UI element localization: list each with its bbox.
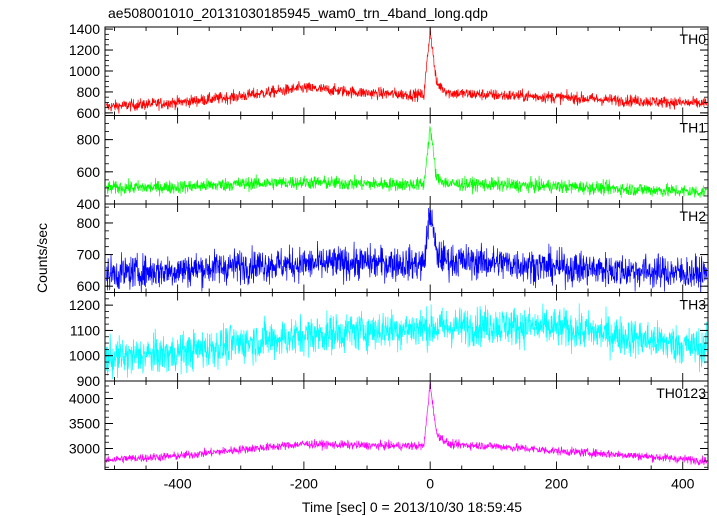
y-tick-label: 600 [77, 164, 101, 180]
x-tick-label: 400 [671, 476, 695, 492]
y-tick-label: 800 [77, 84, 101, 100]
y-tick-label: 800 [77, 132, 101, 148]
series-line-th3 [105, 303, 708, 380]
y-tick-label: 3000 [69, 441, 100, 457]
x-tick-label: 200 [545, 476, 569, 492]
y-tick-label: 600 [77, 278, 101, 294]
y-tick-label: 1200 [69, 42, 100, 58]
x-tick-label: -400 [164, 476, 192, 492]
x-tick-label: 0 [426, 476, 434, 492]
y-tick-label: 1100 [70, 322, 100, 338]
panel-frame-th0123 [104, 380, 709, 470]
series-line-th2 [105, 206, 708, 293]
y-tick-label: 3500 [69, 416, 100, 432]
panel-label-th0123: TH0123 [656, 385, 706, 401]
y-tick-label: 4000 [69, 391, 100, 407]
panels-group: 600 800 1000 1200 1400 TH0 400 600 800 TH1 600 700 8… [69, 21, 709, 492]
series-line-th0 [105, 27, 708, 114]
y-tick-label: 700 [77, 247, 101, 263]
y-axis-label: Counts/sec [34, 223, 50, 293]
panel-label-th1: TH1 [680, 120, 707, 136]
x-tick-label: -200 [290, 476, 318, 492]
series-line-th1 [105, 125, 708, 198]
y-tick-label: 600 [77, 105, 101, 121]
y-tick-label: 1200 [69, 297, 100, 313]
series-line-th0123 [105, 382, 708, 466]
y-tick-label: 800 [77, 215, 101, 231]
y-tick-label: 1000 [69, 348, 100, 364]
y-tick-label: 400 [77, 196, 101, 212]
panel-label-th2: TH2 [680, 208, 707, 224]
y-tick-label: 1400 [69, 21, 100, 37]
y-tick-label: 900 [77, 373, 101, 389]
y-tick-label: 1000 [69, 63, 100, 79]
panel-label-th0: TH0 [680, 31, 707, 47]
panel-label-th3: TH3 [680, 297, 707, 313]
x-axis-label: Time [sec] 0 = 2013/10/30 18:59:45 [302, 499, 522, 515]
chart-title: ae508001010_20131030185945_wam0_trn_4ban… [108, 5, 488, 21]
